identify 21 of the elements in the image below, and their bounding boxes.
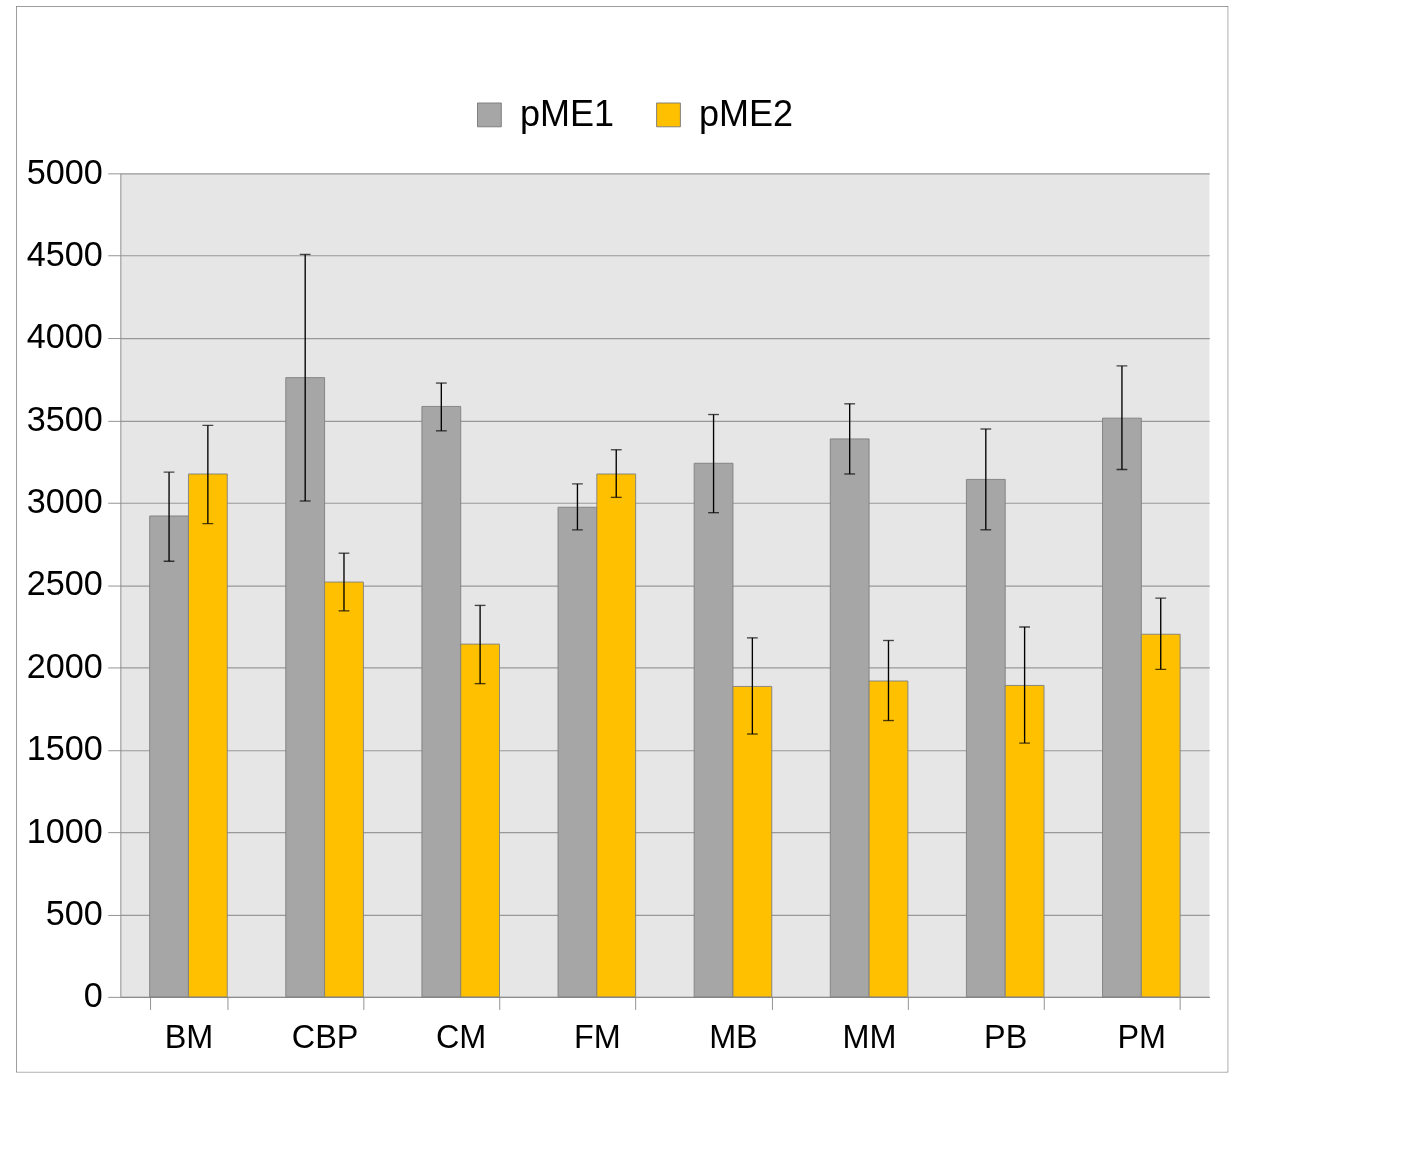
y-tick-label: 0 (83, 976, 103, 1015)
y-tick-label: 3000 (26, 482, 103, 521)
y-tick-label: 3500 (26, 399, 103, 438)
x-tick-label: CM (435, 1018, 487, 1055)
x-tick-label: CBP (291, 1018, 359, 1055)
x-tick-label: PB (984, 1018, 1028, 1055)
y-tick-label: 2500 (26, 564, 103, 603)
legend-label: pME1 (520, 92, 615, 134)
y-tick-label: 4000 (26, 317, 103, 356)
legend-label: pME2 (699, 92, 794, 134)
x-tick-label: MB (709, 1018, 758, 1055)
x-tick-label: BM (164, 1018, 214, 1055)
x-tick-label: PM (1117, 1018, 1167, 1055)
y-tick-label: 2000 (26, 646, 103, 685)
y-tick-label: 1500 (26, 729, 103, 768)
y-tick-label: 5000 (26, 152, 103, 191)
y-tick-label: 500 (45, 893, 103, 932)
y-tick-label: 4500 (26, 235, 103, 274)
x-tick-label: MM (842, 1018, 897, 1055)
y-tick-label: 1000 (26, 811, 103, 850)
x-tick-label: FM (573, 1018, 621, 1055)
